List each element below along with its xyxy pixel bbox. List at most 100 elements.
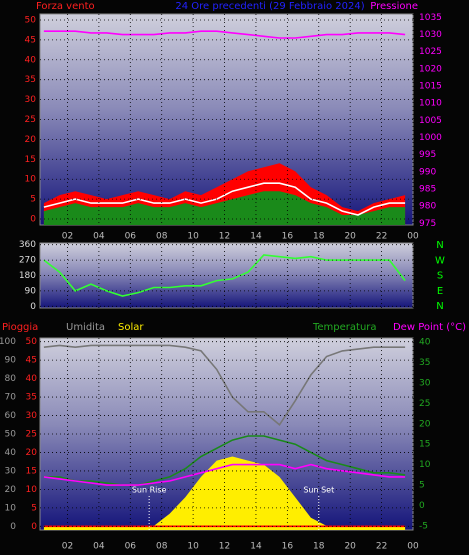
y-tick-label: 1010 [419,99,442,109]
y-tick-label: 10 [419,460,431,470]
y-tick-label: 5 [30,195,36,205]
y-tick-label: 40 [419,338,431,348]
y-tick-label: 50 [25,15,37,25]
series-line [43,182,406,216]
y-tick-label: 15 [26,466,37,476]
y-tick-label: 360 [19,240,36,250]
y-tick-label: 1015 [419,82,442,92]
y-tick-label: 35 [25,75,36,85]
x-tick-label: 10 [187,542,199,552]
y-tick-label: 15 [25,155,36,165]
y-tick-label: 1020 [419,64,442,74]
x-tick-label: 18 [313,542,325,552]
y-tick-label: 80 [5,374,17,384]
y-tick-label: 975 [419,219,436,229]
direction-label: S [437,271,443,282]
y-tick-label: 60 [5,411,17,421]
y-tick-label: 985 [419,184,436,194]
y-tick-label: 5 [419,481,425,491]
y-tick-label: 20 [5,485,17,495]
y-tick-label: 0 [31,522,37,532]
y-tick-label: 1035 [419,13,442,23]
y-tick-label: 0 [419,501,425,511]
y-tick-label: 20 [25,135,37,145]
x-tick-label: 04 [93,542,105,552]
y-tick-label: 15 [419,440,430,450]
annotation: Sun Set [303,486,334,495]
x-tick-label: 08 [156,542,168,552]
y-tick-label: 40 [26,374,38,384]
x-tick-label: 16 [282,232,294,242]
x-tick-label: 20 [344,232,356,242]
axis-title: Pressione [370,1,418,12]
x-tick-label: 06 [125,542,137,552]
x-tick-label: 14 [250,542,262,552]
direction-label: N [436,240,443,251]
y-tick-label: 5 [31,503,37,513]
y-tick-label: 35 [26,393,37,403]
y-tick-label: 30 [5,466,17,476]
axis-title: 24 Ore precedenti (29 Febbraio 2024) [175,1,364,12]
y-tick-label: 40 [5,448,17,458]
direction-label: N [436,301,443,312]
y-tick-label: 30 [26,411,38,421]
x-tick-label: 20 [344,542,356,552]
axis-title: Pioggia [2,322,38,333]
x-tick-label: 14 [250,232,262,242]
x-tick-label: 22 [376,232,387,242]
axis-title: Temperatura [312,322,377,333]
axis-title: Forza vento [36,1,95,12]
y-tick-label: 25 [25,115,36,125]
axis-title: Dew Point (°C) [393,322,466,333]
y-tick-label: 995 [419,150,436,160]
series-line [43,30,406,39]
x-tick-label: 12 [219,542,230,552]
y-tick-label: 25 [419,399,430,409]
y-tick-label: 25 [26,430,37,440]
x-tick-label: 02 [62,232,73,242]
x-tick-label: 00 [407,542,419,552]
y-tick-label: 0 [30,302,36,312]
y-tick-label: 50 [26,337,38,347]
y-tick-label: 30 [25,95,37,105]
annotation: Sun Rise [132,486,167,495]
y-tick-label: 70 [5,393,17,403]
y-tick-label: 10 [5,503,17,513]
axis-title: Solar [118,322,144,333]
y-tick-label: 100 [0,337,16,347]
y-tick-label: 1005 [419,116,442,126]
x-tick-label: 22 [376,542,387,552]
direction-label: E [437,286,443,297]
y-tick-label: 35 [419,358,430,368]
y-tick-label: 30 [419,378,431,388]
x-tick-label: 04 [93,232,105,242]
y-tick-label: 0 [30,215,36,225]
y-tick-label: 40 [25,55,37,65]
x-tick-label: 18 [313,232,325,242]
y-tick-label: -5 [419,521,428,531]
y-tick-label: 20 [419,419,431,429]
y-tick-label: 10 [26,485,38,495]
y-tick-label: 1030 [419,30,442,40]
y-tick-label: 10 [25,175,37,185]
y-tick-label: 270 [19,256,36,266]
x-tick-label: 00 [407,232,419,242]
y-tick-label: 90 [25,286,37,296]
y-tick-label: 45 [25,35,36,45]
y-tick-label: 90 [5,356,17,366]
series-line [43,435,406,486]
y-tick-label: 0 [10,522,16,532]
y-tick-label: 20 [26,448,38,458]
y-tick-label: 990 [419,167,436,177]
direction-label: W [435,255,445,266]
y-tick-label: 1025 [419,47,442,57]
x-tick-label: 10 [187,232,199,242]
plot-area [39,242,414,309]
y-tick-label: 45 [26,356,37,366]
series-area [43,191,406,225]
x-tick-label: 02 [62,542,73,552]
series-area [43,456,406,530]
x-tick-label: 16 [282,542,294,552]
y-tick-label: 980 [419,202,436,212]
